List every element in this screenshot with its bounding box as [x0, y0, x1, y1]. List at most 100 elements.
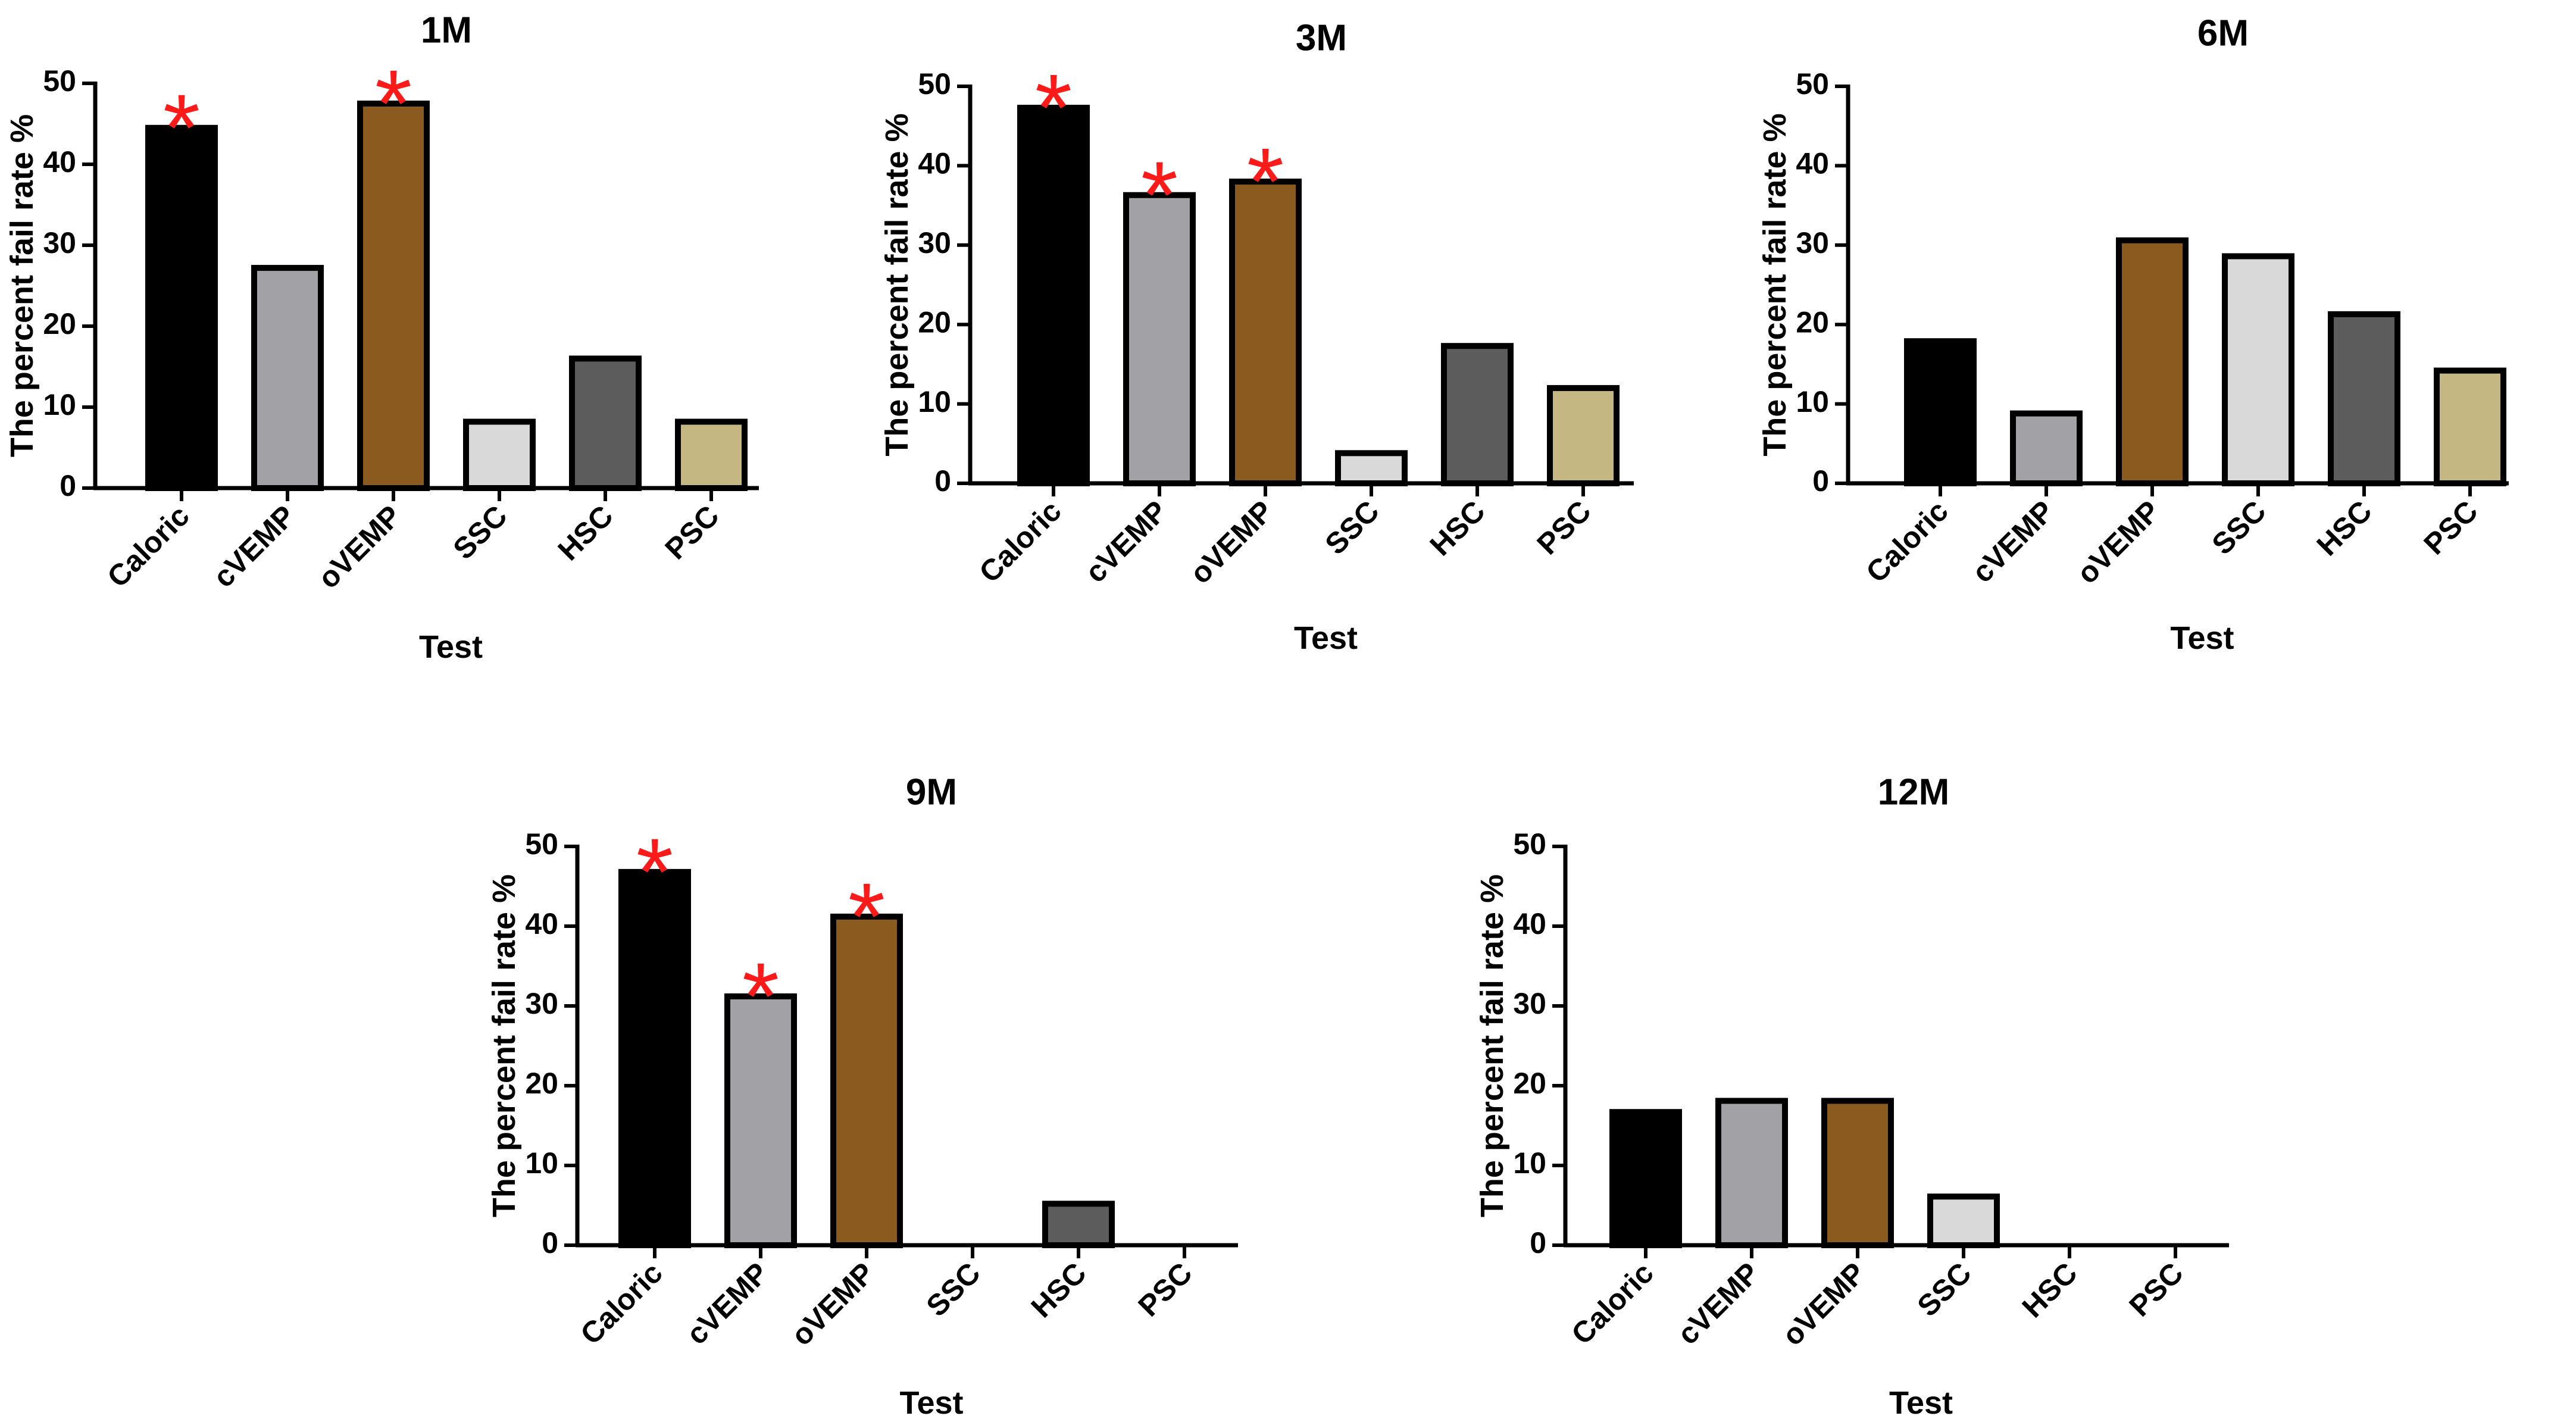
y-tick-label: 30	[1796, 226, 1829, 260]
chart-panel: 3M The percent fail rate % * * * 0 10 20 30 40 50 C…	[879, 17, 1634, 656]
chart-panel: 1M The percent fail rate % * * 0 10 20 30 40 50 Ca…	[4, 10, 759, 665]
x-tick-label: oVEMP	[311, 499, 407, 595]
y-tick-label: 30	[918, 226, 951, 260]
significance-star: *	[375, 50, 412, 157]
y-axis-label: The percent fail rate %	[879, 113, 915, 456]
bar	[463, 418, 536, 491]
x-tick-label: PSC	[2122, 1256, 2189, 1323]
y-tick-label: 40	[525, 907, 558, 940]
bar	[251, 265, 324, 491]
y-tick-label: 30	[43, 226, 76, 260]
x-tick-label: HSC	[2311, 494, 2378, 562]
bar	[1335, 450, 1408, 486]
significance-star: *	[848, 863, 885, 970]
chart-title: 3M	[1296, 17, 1347, 58]
chart-title: 6M	[2197, 12, 2249, 54]
bar	[2328, 311, 2400, 486]
bar	[145, 124, 218, 492]
x-axis-label: Test	[899, 1385, 963, 1421]
x-tick-label: PSC	[1530, 494, 1597, 561]
x-tick-label: SSC	[446, 499, 513, 565]
y-tick-label: 20	[525, 1067, 558, 1100]
y-axis-label: The percent fail rate %	[1757, 113, 1793, 456]
y-tick-label: 0	[1530, 1226, 1546, 1260]
x-tick-label: oVEMP	[1775, 1256, 1871, 1352]
x-tick-label: cVEMP	[680, 1256, 774, 1351]
bar	[1042, 1201, 1115, 1248]
bar	[1715, 1098, 1788, 1248]
y-tick-label: 40	[1513, 907, 1546, 940]
bar	[724, 993, 797, 1249]
significance-star: *	[1035, 54, 1072, 161]
x-tick-label: HSC	[1025, 1256, 1093, 1324]
y-tick-label: 0	[60, 469, 76, 502]
x-tick-label: HSC	[2016, 1256, 2084, 1324]
bar	[1229, 179, 1302, 486]
y-tick-label: 40	[918, 147, 951, 180]
x-tick-label: oVEMP	[2070, 494, 2166, 590]
bar	[2010, 410, 2083, 486]
y-tick-label: 10	[43, 388, 76, 421]
bar	[675, 418, 748, 491]
y-tick-label: 0	[542, 1226, 558, 1260]
bar	[1609, 1109, 1682, 1248]
x-tick-label: HSC	[1424, 494, 1492, 562]
bar	[1441, 343, 1514, 487]
y-tick-label: 50	[43, 64, 76, 98]
y-tick-label: 40	[43, 145, 76, 179]
y-tick-label: 0	[1812, 464, 1829, 498]
x-tick-label: Caloric	[1565, 1256, 1659, 1351]
y-tick-label: 30	[525, 987, 558, 1020]
x-tick-label: PSC	[2417, 494, 2484, 561]
x-tick-label: cVEMP	[1965, 494, 2060, 589]
y-tick-label: 50	[525, 827, 558, 861]
y-axis-label: The percent fail rate %	[4, 114, 40, 457]
chart-panel: 6M The percent fail rate % 0 10 20 30 40 50 Calo…	[1757, 12, 2509, 656]
y-tick-label: 50	[1796, 67, 1829, 101]
x-tick-label: SSC	[2205, 494, 2272, 561]
x-tick-label: Caloric	[973, 494, 1067, 589]
significance-star: *	[1141, 142, 1178, 248]
bar	[2116, 237, 2189, 486]
chart-title: 12M	[1878, 771, 1950, 812]
x-axis-label: Test	[1294, 620, 1358, 656]
y-tick-label: 10	[1513, 1146, 1546, 1180]
x-tick-label: cVEMP	[207, 499, 301, 593]
chart-panel: 12M The percent fail rate % 0 10 20 30 40 50 Cal…	[1474, 771, 2229, 1421]
bar	[1927, 1193, 2000, 1249]
x-tick-label: SSC	[920, 1256, 986, 1323]
y-tick-label: 20	[1796, 305, 1829, 339]
x-axis-label: Test	[1889, 1385, 1953, 1421]
x-tick-label: PSC	[658, 499, 725, 565]
y-tick-label: 10	[525, 1146, 558, 1180]
x-tick-label: Caloric	[1859, 494, 1954, 589]
x-tick-label: Caloric	[574, 1256, 668, 1351]
x-tick-label: PSC	[1131, 1256, 1198, 1323]
x-tick-label: oVEMP	[1183, 494, 1279, 590]
bar	[1821, 1098, 1894, 1248]
y-tick-label: 40	[1796, 147, 1829, 180]
bar	[2434, 367, 2506, 487]
x-tick-label: cVEMP	[1078, 494, 1173, 589]
bar	[1904, 338, 1977, 486]
significance-star: *	[636, 818, 673, 925]
y-tick-label: 50	[1513, 827, 1546, 861]
x-axis-label: Test	[419, 629, 483, 665]
y-tick-label: 30	[1513, 987, 1546, 1020]
x-tick-label: HSC	[552, 499, 620, 567]
x-tick-label: SSC	[1911, 1256, 1977, 1323]
significance-star: *	[1247, 128, 1284, 235]
significance-star: *	[163, 74, 200, 181]
chart-title: 1M	[421, 10, 472, 51]
bar	[1017, 105, 1090, 486]
y-tick-label: 50	[918, 67, 951, 101]
x-axis-label: Test	[2170, 620, 2234, 656]
bar	[569, 355, 642, 492]
y-tick-label: 20	[1513, 1067, 1546, 1100]
chart-panel: 9M The percent fail rate % * * * 0 10 20 30 40 50 C…	[486, 771, 1238, 1421]
bar	[2222, 253, 2294, 486]
chart-title: 9M	[906, 771, 957, 812]
y-axis-label: The percent fail rate %	[1474, 874, 1510, 1217]
y-tick-label: 10	[1796, 385, 1829, 418]
